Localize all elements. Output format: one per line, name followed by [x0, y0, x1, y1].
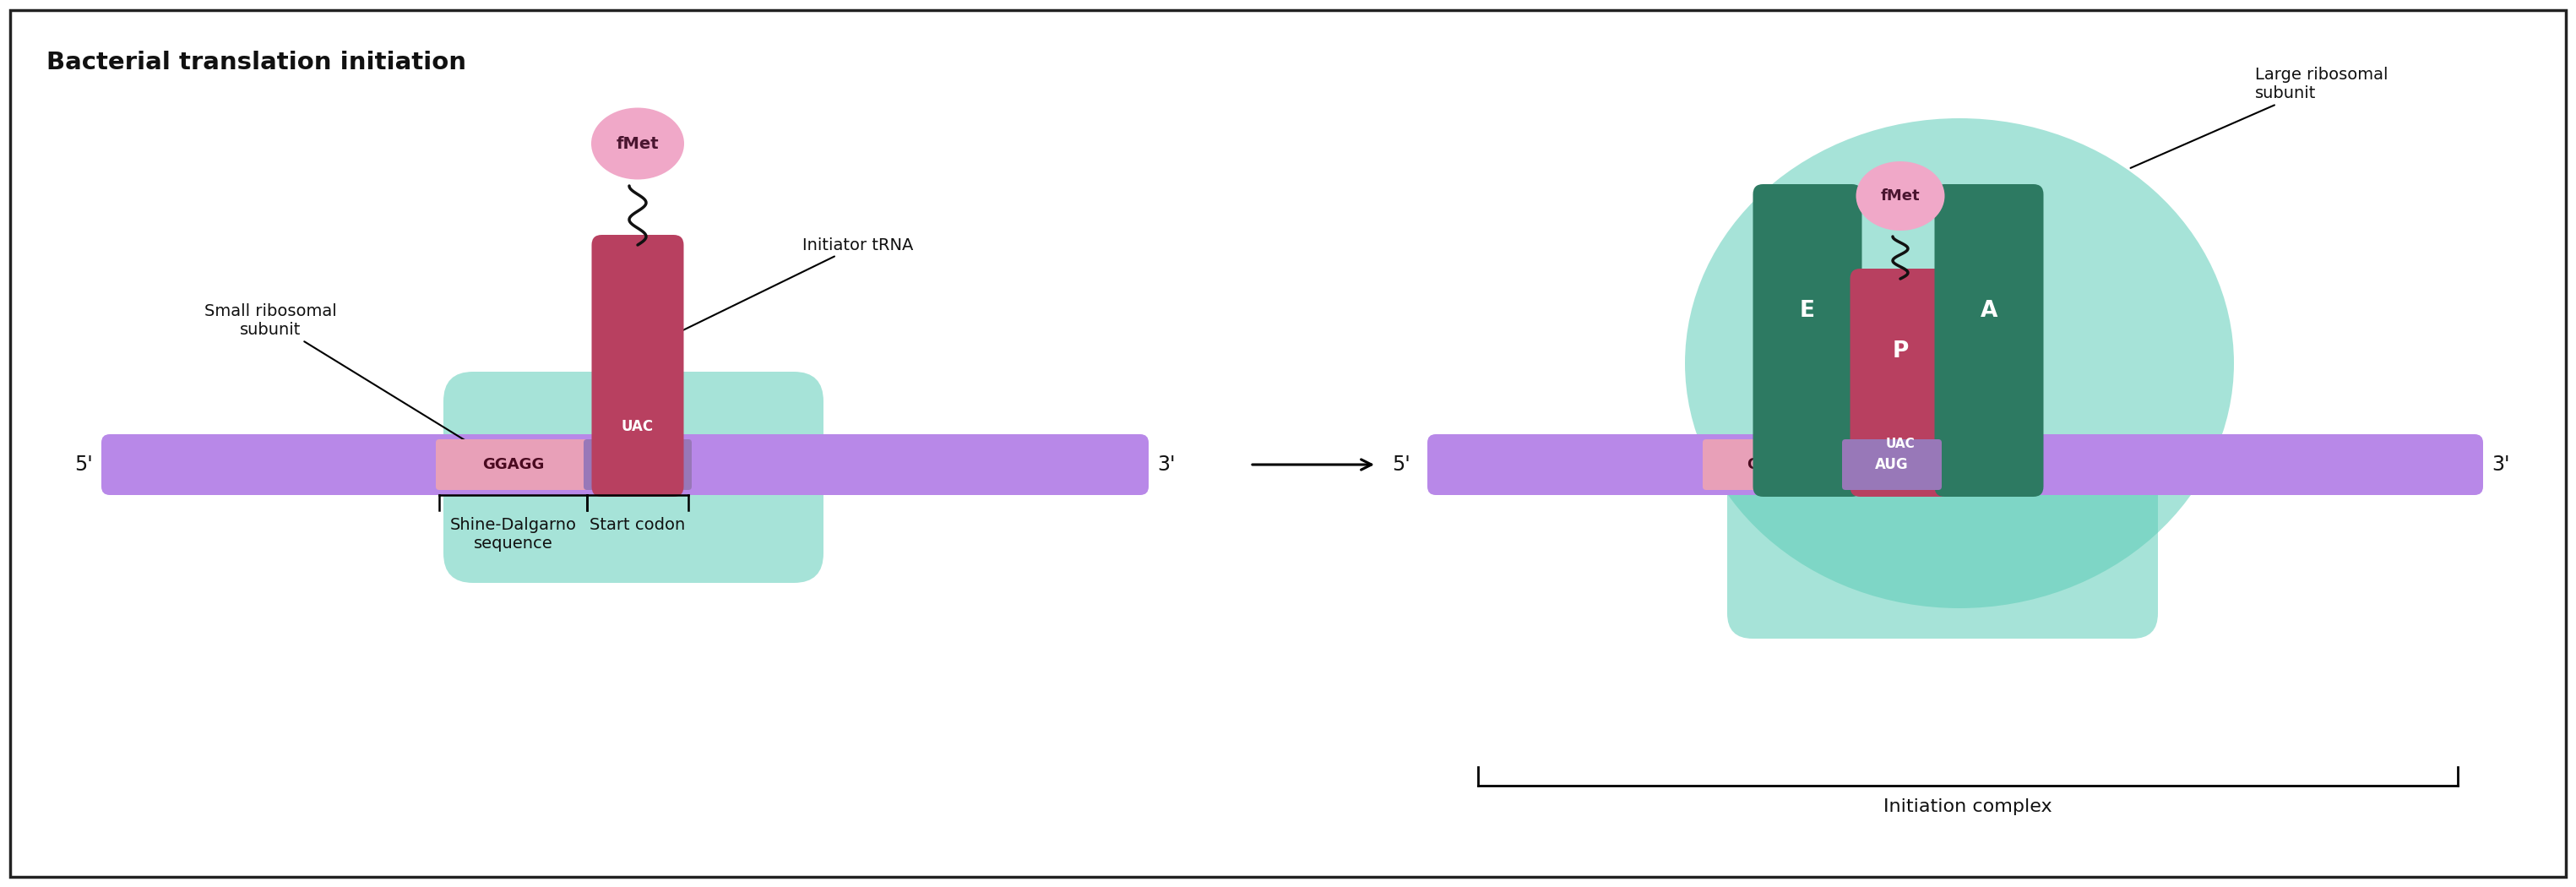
FancyBboxPatch shape [1427, 435, 2483, 495]
Text: 5': 5' [75, 454, 93, 475]
Text: Large ribosomal
subunit: Large ribosomal subunit [2130, 67, 2388, 168]
Text: A: A [1981, 300, 1996, 322]
Text: 5': 5' [1391, 454, 1412, 475]
Text: P: P [1893, 341, 1909, 363]
FancyBboxPatch shape [1850, 269, 1950, 497]
FancyBboxPatch shape [435, 439, 590, 490]
FancyBboxPatch shape [585, 439, 693, 490]
Text: Initiator tRNA: Initiator tRNA [670, 237, 914, 337]
FancyBboxPatch shape [1703, 439, 1850, 490]
Text: AUG: AUG [621, 457, 657, 472]
Text: AUG: AUG [1875, 457, 1909, 472]
Text: UAC: UAC [1886, 438, 1914, 451]
Text: Small ribosomal
subunit: Small ribosomal subunit [204, 303, 531, 480]
Text: Start codon: Start codon [590, 517, 685, 533]
Ellipse shape [592, 107, 685, 179]
FancyBboxPatch shape [592, 235, 683, 497]
Ellipse shape [1855, 161, 1945, 231]
Text: UAC: UAC [621, 419, 654, 435]
Text: 3': 3' [1157, 454, 1175, 475]
Text: Initiation complex: Initiation complex [1883, 798, 2053, 815]
FancyBboxPatch shape [1726, 461, 2159, 639]
Text: fMet: fMet [1880, 188, 1919, 204]
FancyBboxPatch shape [443, 372, 824, 583]
Text: fMet: fMet [616, 136, 659, 152]
FancyBboxPatch shape [1752, 184, 1862, 497]
FancyBboxPatch shape [1935, 184, 2043, 497]
Text: Shine-Dalgarno
sequence: Shine-Dalgarno sequence [451, 517, 577, 552]
FancyBboxPatch shape [100, 435, 1149, 495]
Text: GGAGG: GGAGG [1747, 457, 1803, 472]
FancyBboxPatch shape [1842, 439, 1942, 490]
Ellipse shape [1685, 118, 2233, 608]
Text: Bacterial translation initiation: Bacterial translation initiation [46, 51, 466, 75]
Text: GGAGG: GGAGG [482, 457, 544, 472]
Text: 3': 3' [2491, 454, 2509, 475]
Text: E: E [1801, 300, 1816, 322]
